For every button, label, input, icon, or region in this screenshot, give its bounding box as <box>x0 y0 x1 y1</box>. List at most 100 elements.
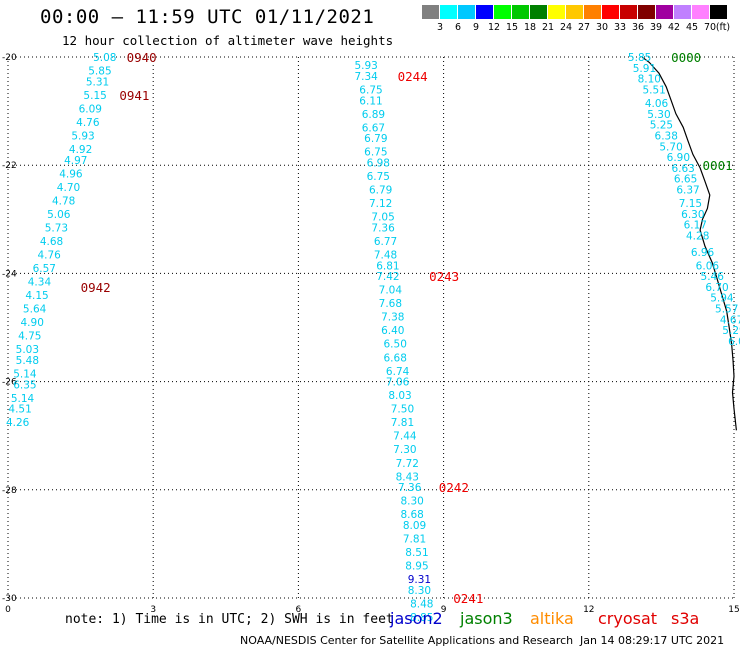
legend-tick-label: 24 <box>559 22 573 33</box>
y-tick-label: -30 <box>2 594 17 604</box>
wave-height-point: 5.85 <box>628 52 651 64</box>
legend-swatch <box>422 5 439 19</box>
legend-tick-label: 9 <box>472 22 480 33</box>
legend-swatch <box>674 5 691 19</box>
wave-height-point: 7.36 <box>371 222 395 234</box>
wave-height-point: 6.70 <box>705 282 728 294</box>
pass-time-label: 0243 <box>429 269 459 284</box>
wave-height-point: 4.68 <box>40 236 63 248</box>
x-tick-label: 12 <box>583 605 594 615</box>
wave-height-point: 7.72 <box>396 458 419 470</box>
pass-time-label: 0940 <box>127 50 157 65</box>
wave-height-point: 7.44 <box>393 431 417 443</box>
wave-height-point: 6.89 <box>362 109 385 121</box>
wave-height-point: 4.90 <box>21 317 44 329</box>
wave-height-point: 4.97 <box>64 155 87 167</box>
wave-height-point: 5.94 <box>710 293 734 305</box>
wave-height-point: 4.06 <box>645 98 669 110</box>
legend-tick-label: 33 <box>613 22 627 33</box>
coastline <box>641 56 737 431</box>
wave-height-point: 6.35 <box>13 379 36 391</box>
legend-swatch <box>440 5 457 19</box>
x-tick-label: 6 <box>296 605 302 615</box>
x-tick-label: 3 <box>150 605 156 615</box>
time-label-layer: 0940 0941 0942 0244 0243 0242 0241 0000 0001 <box>81 50 733 606</box>
wave-height-point: 6.77 <box>374 236 397 248</box>
wave-height-point: 5.31 <box>86 76 109 88</box>
legend-tick-label: 45 <box>685 22 699 33</box>
y-tick-label: -26 <box>2 378 17 388</box>
legend-tick-label: 6 <box>454 22 462 33</box>
wave-height-point: 5.91 <box>633 63 656 75</box>
wave-height-point: 6.75 <box>364 147 387 159</box>
wave-height-point: 7.48 <box>374 249 397 261</box>
legend-swatch <box>656 5 673 19</box>
wave-height-point: 6.68 <box>384 352 407 364</box>
wave-height-point: 7.36 <box>398 482 422 494</box>
wave-height-point: 6.75 <box>367 171 390 183</box>
legend-swatch <box>530 5 547 19</box>
legend-swatch <box>710 5 727 19</box>
wave-height-point: 6.0 <box>728 336 740 348</box>
wave-height-point: 7.50 <box>391 404 414 416</box>
wave-height-point: 4.78 <box>52 195 75 207</box>
wave-height-point: 6.65 <box>674 174 697 186</box>
wave-height-point: 6.90 <box>667 152 690 164</box>
wave-height-point: 6.50 <box>384 339 407 351</box>
wave-height-point: 8.03 <box>388 390 411 402</box>
wave-height-point: 8.51 <box>405 547 428 559</box>
wave-height-point: 6.96 <box>691 247 715 259</box>
y-tick-label: -28 <box>2 486 17 496</box>
wave-height-point: 7.15 <box>679 198 702 210</box>
wave-height-point: 6.37 <box>676 185 699 197</box>
wave-height-point: 6.09 <box>79 103 102 115</box>
points-layer: 5.085.855.315.156.094.765.934.924.974.96… <box>6 52 740 624</box>
wave-height-point: 4.34 <box>28 277 52 289</box>
wave-height-point: 5.51 <box>642 84 665 96</box>
satellite-label: jason3 <box>460 609 513 628</box>
wave-height-point: 5.85 <box>88 66 111 78</box>
wave-height-point: 9.31 <box>408 574 431 586</box>
legend-swatch <box>494 5 511 19</box>
wave-height-point: 8.30 <box>400 496 423 508</box>
wave-height-point: 5.57 <box>715 304 738 316</box>
wave-height-point: 8.85 <box>410 612 433 624</box>
legend-tick-label: 12 <box>487 22 501 33</box>
legend-swatch <box>548 5 565 19</box>
legend-tick-label: 27 <box>577 22 591 33</box>
legend-tick-label: 3 <box>436 22 444 33</box>
legend-swatch <box>476 5 493 19</box>
wave-height-point: 8.68 <box>400 509 423 521</box>
wave-height-point: 8.30 <box>408 585 431 597</box>
wave-height-point: 7.34 <box>354 71 378 83</box>
wave-height-point: 5.29 <box>722 325 740 337</box>
wave-height-point: 8.09 <box>403 520 426 532</box>
wave-height-point: 4.76 <box>37 249 61 261</box>
legend-tick-label: 39 <box>649 22 663 33</box>
wave-height-point: 4.67 <box>720 314 740 326</box>
wave-height-point: 7.38 <box>381 312 404 324</box>
wave-height-point: 7.05 <box>371 212 394 224</box>
legend-tick-label: 42 <box>667 22 681 33</box>
wave-height-point: 5.46 <box>701 271 725 283</box>
wave-height-point: 7.04 <box>379 285 403 297</box>
credit-text: NOAA/NESDIS Center for Satellite Applica… <box>240 634 574 647</box>
legend-tick-label: 70 <box>703 22 717 33</box>
x-tick-label: 0 <box>5 605 11 615</box>
chart-title: 00:00 – 11:59 UTC 01/11/2021 <box>40 6 375 28</box>
wave-height-point: 6.74 <box>386 366 410 378</box>
wave-height-point: 8.48 <box>410 598 433 610</box>
wave-height-point: 5.30 <box>647 109 670 121</box>
wave-height-point: 6.30 <box>681 209 704 221</box>
wave-height-point: 6.98 <box>367 157 390 169</box>
wave-height-point: 4.70 <box>57 182 80 194</box>
satellite-label: altika <box>530 609 574 628</box>
legend-swatch <box>566 5 583 19</box>
legend-swatch <box>602 5 619 19</box>
wave-height-point: 5.70 <box>659 141 682 153</box>
grid-layer <box>7 56 735 599</box>
legend-swatch <box>512 5 529 19</box>
wave-height-point: 5.93 <box>354 60 377 72</box>
wave-height-point: 7.81 <box>391 417 414 429</box>
